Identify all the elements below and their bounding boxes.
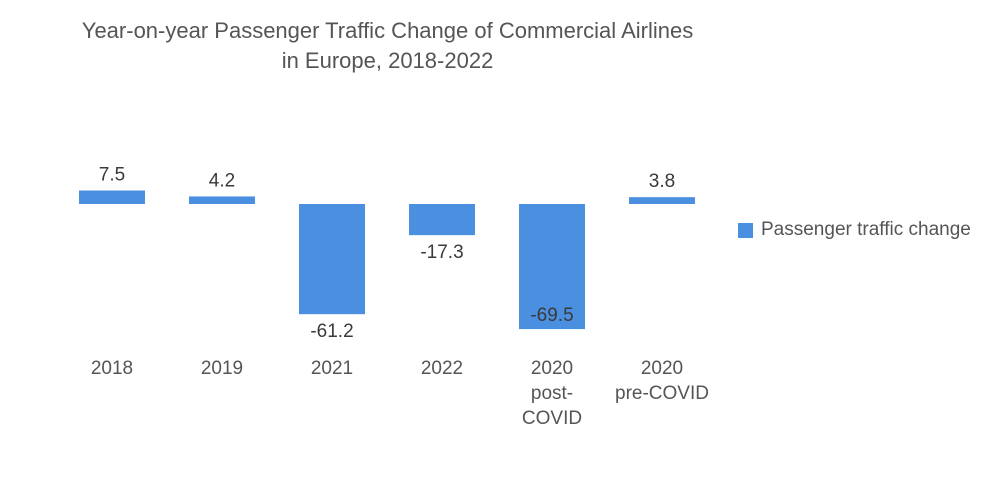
bar-2020-post-covid [519, 204, 585, 330]
data-label: 4.2 [209, 170, 235, 191]
data-label: 7.5 [99, 165, 125, 186]
x-tick-label: 2021 [311, 358, 353, 379]
x-tick-label: 2019 [201, 358, 243, 379]
data-label: -69.5 [530, 305, 573, 326]
bar-2022 [409, 204, 475, 236]
x-tick-label: post- [531, 383, 573, 404]
data-label: 3.8 [649, 171, 675, 192]
x-tick-label: 2020 [641, 358, 683, 379]
x-tick-label: 2018 [91, 358, 133, 379]
data-label: -61.2 [310, 321, 353, 342]
x-tick-label: COVID [522, 408, 582, 429]
data-label: -17.3 [420, 242, 463, 263]
chart-title-line-2: in Europe, 2018-2022 [281, 48, 494, 73]
bar-2019 [189, 196, 255, 204]
legend-swatch [738, 222, 753, 238]
legend: Passenger traffic change [738, 219, 971, 241]
x-tick-label: 2022 [421, 358, 463, 379]
chart-title-line-1: Year-on-year Passenger Traffic Change of… [81, 18, 694, 43]
chart-title: Year-on-year Passenger Traffic Change of… [0, 16, 775, 76]
bar-2021 [299, 204, 365, 315]
bar-2018 [79, 190, 145, 204]
legend-label: Passenger traffic change [761, 219, 971, 240]
x-tick-label: 2020 [531, 358, 573, 379]
bar-2020-pre-covid [629, 197, 695, 204]
x-tick-label: pre-COVID [615, 383, 709, 404]
